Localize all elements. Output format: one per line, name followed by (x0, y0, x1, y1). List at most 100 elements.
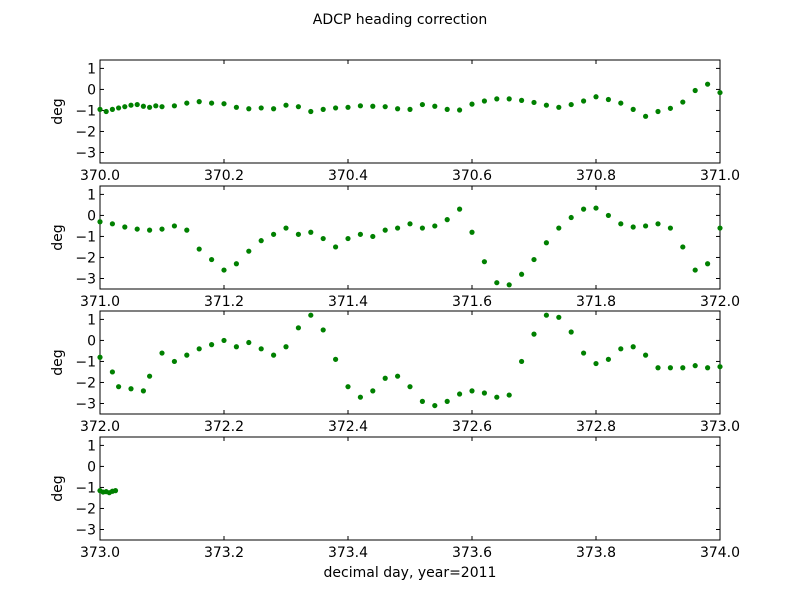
data-point (246, 339, 252, 346)
data-point (457, 391, 463, 397)
x-tick-label: 370.2 (204, 168, 244, 184)
data-point (519, 358, 525, 365)
data-point (116, 105, 122, 111)
x-tick-label: 373.8 (576, 545, 616, 561)
data-point (506, 96, 512, 102)
data-point (494, 394, 500, 400)
data-point (581, 206, 587, 212)
data-point (481, 259, 487, 265)
data-point (196, 246, 202, 252)
data-point (568, 214, 574, 221)
data-point (494, 96, 500, 102)
data-point (258, 346, 264, 352)
data-point (382, 375, 388, 381)
y-tick-label: 0 (87, 208, 96, 224)
y-tick-label: 0 (87, 459, 96, 475)
data-point (196, 346, 202, 352)
x-tick-label: 372.0 (80, 419, 120, 435)
x-tick-label: 373.0 (80, 545, 120, 561)
data-point (134, 101, 140, 108)
data-point (444, 106, 450, 112)
y-tick-label: −3 (75, 396, 96, 412)
data-point (407, 221, 413, 227)
data-point (407, 106, 413, 112)
x-tick-label: 370.0 (80, 168, 120, 184)
data-point (171, 358, 177, 365)
x-tick-label: 371.0 (80, 294, 120, 310)
x-axis-label: decimal day, year=2011 (324, 565, 497, 581)
data-point (370, 233, 376, 240)
data-point (382, 227, 388, 233)
x-tick-label: 372.2 (204, 419, 244, 435)
panel-3: 1 0 −1 −2 −3 372.0 372.2 372.4 372.6 372.8 373.0 de… (50, 310, 740, 435)
data-point (643, 113, 649, 119)
data-point (122, 224, 128, 230)
data-point (543, 102, 550, 108)
y-tick-label: −3 (75, 145, 96, 161)
data-point (667, 365, 674, 371)
data-point (469, 101, 475, 107)
data-point (184, 100, 190, 106)
y-axis-label: deg (50, 224, 66, 250)
data-point (556, 314, 562, 320)
data-point (643, 352, 649, 358)
x-tick-label: 371.2 (204, 294, 244, 310)
data-point (593, 360, 599, 367)
y-axis-label: deg (50, 98, 66, 124)
data-point (308, 108, 314, 115)
data-point (717, 364, 723, 370)
x-tick-label: 374.0 (700, 545, 740, 561)
data-point (444, 217, 450, 223)
data-point (432, 103, 438, 109)
x-tick-label: 373.4 (328, 545, 368, 561)
data-point (407, 384, 413, 390)
data-point (531, 331, 537, 337)
data-point (209, 100, 215, 106)
data-point (271, 106, 277, 112)
data-point (506, 392, 512, 398)
data-point (283, 344, 289, 350)
y-tick-label: 0 (87, 333, 96, 349)
data-point (97, 106, 103, 112)
data-point (283, 225, 289, 231)
data-point (209, 342, 215, 348)
data-point (519, 97, 525, 103)
data-point (717, 225, 723, 231)
data-point (345, 104, 351, 110)
data-point (481, 390, 487, 396)
data-point (295, 104, 301, 110)
data-point (109, 369, 115, 375)
data-point (171, 223, 177, 229)
data-point (419, 225, 425, 231)
data-point (128, 386, 134, 392)
x-tick-label: 372.6 (452, 419, 492, 435)
x-tick-label: 373.2 (204, 545, 244, 561)
data-point (692, 87, 698, 94)
data-point (333, 105, 339, 111)
data-point (531, 99, 537, 106)
y-tick-label: −3 (75, 271, 96, 287)
data-point (556, 104, 562, 110)
data-point (581, 98, 587, 104)
data-point (147, 104, 153, 110)
data-point (568, 329, 574, 335)
y-tick-label: 1 (87, 312, 96, 328)
data-point (112, 488, 119, 494)
data-point (140, 103, 146, 109)
data-point (171, 103, 177, 109)
data-point (258, 105, 264, 111)
y-tick-label: 1 (87, 61, 96, 77)
x-tick-label: 370.8 (576, 168, 616, 184)
y-tick-label: 1 (87, 438, 96, 454)
x-tick-label: 371.4 (328, 294, 368, 310)
data-point (717, 89, 723, 96)
data-point (444, 398, 450, 404)
y-tick-label: −1 (75, 229, 96, 245)
data-point (593, 205, 599, 211)
y-tick-label: −1 (75, 480, 96, 496)
data-point (618, 100, 624, 106)
data-point (469, 388, 475, 394)
data-point (295, 231, 301, 237)
data-point (680, 99, 686, 105)
data-point (618, 346, 624, 352)
